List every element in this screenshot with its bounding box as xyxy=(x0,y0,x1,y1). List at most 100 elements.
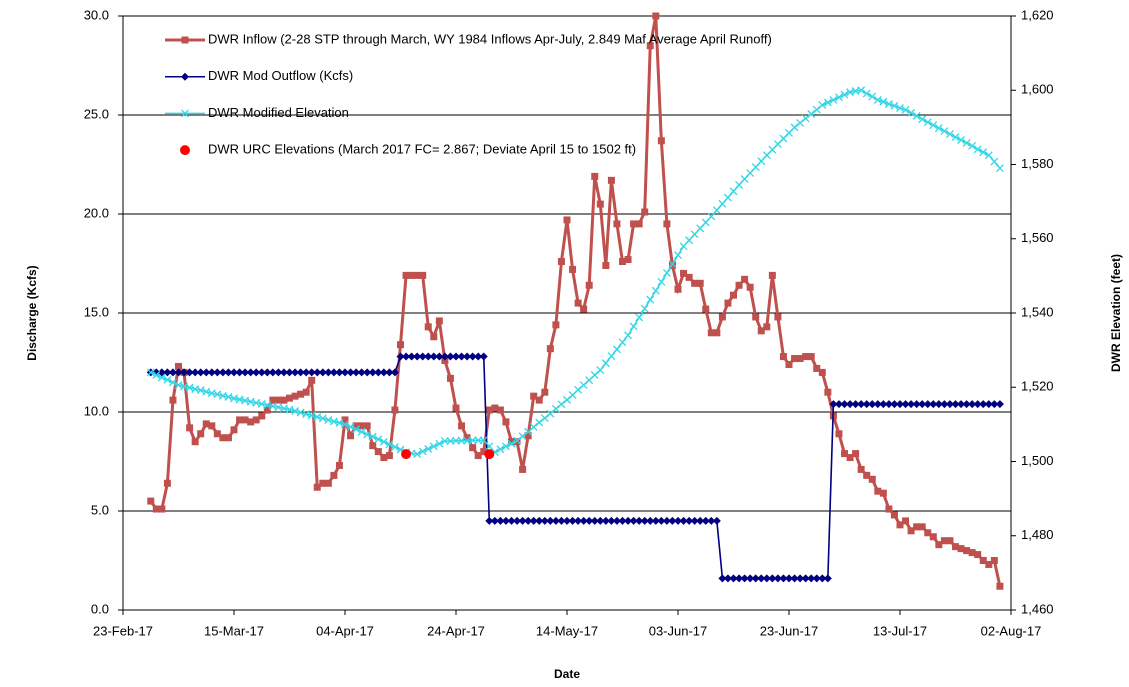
marker xyxy=(446,352,455,361)
marker xyxy=(202,420,210,428)
marker xyxy=(574,516,583,525)
marker xyxy=(579,516,588,525)
marker xyxy=(218,368,227,377)
marker xyxy=(868,92,877,101)
marker xyxy=(308,376,316,384)
marker xyxy=(857,86,866,95)
marker xyxy=(840,90,849,99)
marker xyxy=(952,543,959,551)
marker xyxy=(963,547,971,555)
marker xyxy=(541,388,549,396)
marker xyxy=(452,352,460,361)
marker xyxy=(285,405,294,414)
marker xyxy=(740,574,749,583)
marker xyxy=(518,432,527,441)
marker xyxy=(813,364,821,372)
marker xyxy=(485,516,494,525)
x-tick-label: 03-Jun-17 xyxy=(649,623,708,638)
marker xyxy=(896,400,904,409)
marker xyxy=(807,110,816,118)
marker xyxy=(940,537,948,545)
marker xyxy=(368,368,377,377)
marker xyxy=(307,411,316,420)
marker xyxy=(984,151,993,160)
legend: DWR Inflow (2-28 STP through March, WY 1… xyxy=(165,31,772,157)
marker xyxy=(235,368,244,377)
marker xyxy=(679,516,688,525)
marker xyxy=(163,479,171,487)
marker xyxy=(302,410,311,418)
marker xyxy=(396,352,405,361)
marker xyxy=(524,516,533,525)
marker xyxy=(197,430,205,438)
legend-marker xyxy=(181,36,189,44)
marker xyxy=(247,418,255,426)
marker xyxy=(907,108,916,117)
marker xyxy=(163,375,172,384)
marker xyxy=(508,438,515,446)
legend-marker xyxy=(181,72,189,81)
marker xyxy=(363,368,372,377)
marker xyxy=(358,422,366,430)
marker xyxy=(435,352,444,361)
marker xyxy=(974,551,982,559)
marker xyxy=(291,407,300,415)
marker xyxy=(912,400,921,409)
marker xyxy=(818,574,827,583)
marker xyxy=(618,338,627,347)
marker xyxy=(246,368,255,377)
marker xyxy=(796,574,805,583)
marker xyxy=(557,400,566,409)
marker xyxy=(757,327,765,335)
marker xyxy=(713,329,721,337)
marker xyxy=(552,321,560,329)
x-tick-label: 23-Jun-17 xyxy=(760,623,819,638)
y-tick-label: 15.0 xyxy=(84,304,109,319)
marker xyxy=(873,400,882,409)
marker xyxy=(701,516,710,525)
x-tick-label: 04-Apr-17 xyxy=(316,623,374,638)
marker xyxy=(147,497,155,505)
marker xyxy=(363,422,371,430)
marker xyxy=(540,414,549,423)
marker xyxy=(496,445,505,454)
marker xyxy=(385,440,394,449)
marker xyxy=(507,516,516,525)
marker xyxy=(596,200,604,208)
marker xyxy=(923,400,932,409)
marker xyxy=(524,432,532,440)
marker xyxy=(923,118,932,127)
marker xyxy=(979,400,988,409)
series xyxy=(401,449,495,460)
marker xyxy=(574,299,582,307)
marker xyxy=(873,95,882,104)
marker xyxy=(368,432,377,441)
marker xyxy=(463,434,471,442)
marker xyxy=(746,574,755,583)
marker xyxy=(607,176,615,184)
x-tick-label: 24-Apr-17 xyxy=(427,623,485,638)
marker xyxy=(707,516,716,525)
marker xyxy=(318,414,327,423)
marker xyxy=(929,121,938,130)
marker xyxy=(335,418,344,427)
marker xyxy=(569,265,577,273)
marker xyxy=(685,516,694,525)
marker xyxy=(746,283,754,291)
marker xyxy=(296,368,305,377)
marker xyxy=(862,400,871,409)
x-tick-label: 23-Feb-17 xyxy=(93,623,153,638)
marker xyxy=(452,404,460,412)
marker xyxy=(469,444,477,452)
marker xyxy=(663,220,671,228)
marker xyxy=(424,323,432,331)
marker xyxy=(347,432,355,440)
marker xyxy=(957,400,966,409)
marker xyxy=(390,368,399,377)
marker xyxy=(934,124,943,133)
marker xyxy=(857,400,866,409)
marker xyxy=(824,388,832,396)
marker xyxy=(385,368,394,377)
marker xyxy=(929,533,937,541)
marker xyxy=(823,98,832,107)
